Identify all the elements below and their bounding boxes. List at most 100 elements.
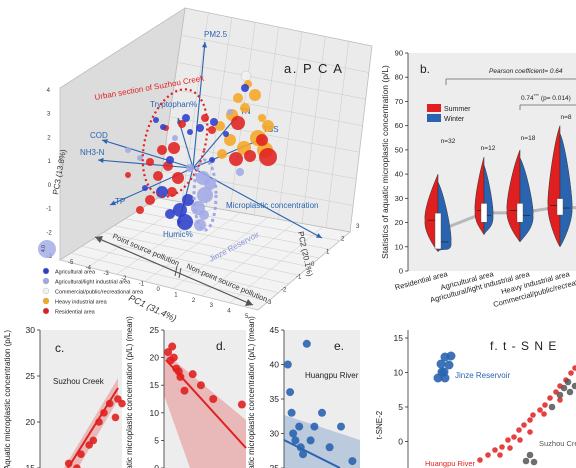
pca-grid-line <box>173 89 363 126</box>
pca-grid-line <box>103 232 299 276</box>
pca-grid-line <box>277 31 303 220</box>
pca-point <box>223 131 229 137</box>
suzhou-ellipse <box>141 88 209 198</box>
pca-grid-line <box>116 207 213 275</box>
pca-pc1-tick: 1 <box>174 292 178 298</box>
pca-point <box>172 135 178 141</box>
pca-panel-label: a. P C A <box>284 61 343 76</box>
pca-legend-marker <box>42 267 50 275</box>
pollution-arrow <box>94 236 254 306</box>
pca-point <box>229 152 243 166</box>
pca-point <box>210 118 218 126</box>
pca-grid-line <box>92 239 289 285</box>
pca-pc1-tick: -3 <box>103 271 109 277</box>
pca-point <box>231 116 245 130</box>
pca-pc3-tick: -1 <box>46 207 52 213</box>
pca-legend-marker <box>42 287 50 295</box>
pca-point <box>153 171 163 181</box>
pca-vector-label: COD <box>90 131 108 140</box>
pca-point <box>227 109 233 115</box>
pca-vector <box>101 139 194 169</box>
pca-point <box>146 158 154 166</box>
pca-point <box>125 147 131 153</box>
pca-point <box>136 206 144 214</box>
pca-vector-arrowhead <box>110 200 116 206</box>
pca-pc2-tick: 3 <box>356 224 360 230</box>
pca-pc3-tick: 4 <box>47 88 51 94</box>
pca-grid-line <box>301 36 326 224</box>
pca-point <box>187 129 193 135</box>
pca-vector <box>192 41 206 169</box>
pollution-arrowhead-right <box>245 299 253 306</box>
pca-point <box>178 120 186 128</box>
pca-point <box>199 210 209 220</box>
pca-grid-line <box>229 226 323 304</box>
pca-point <box>244 150 256 162</box>
pca-pc2-tick: 0 <box>311 262 315 268</box>
pca-pc2-tick: -2 <box>281 287 287 293</box>
pca-pc3-tick: 3 <box>47 112 51 118</box>
pca-point <box>262 120 274 132</box>
pca-point <box>258 114 266 122</box>
pollution-divider-a <box>174 265 178 277</box>
pca-point <box>153 117 159 123</box>
pca-point <box>217 149 227 159</box>
pca-vector-arrowhead <box>316 233 322 238</box>
pca-point <box>125 172 131 178</box>
pca-pc3-tick: 1 <box>48 159 52 165</box>
pca-grid-line <box>201 222 296 296</box>
pca-point <box>204 178 216 190</box>
pca-vector <box>192 114 239 169</box>
pca-pc1-tick: 5 <box>245 314 249 320</box>
pca-point <box>145 195 155 205</box>
pca-grid-line <box>229 22 256 211</box>
pca-legend-label: Commercial/public/recreational area <box>55 290 144 296</box>
pca-pc1-tick: 0 <box>157 287 161 293</box>
pca-grid-line <box>144 212 241 282</box>
pca-legend-label: Heavy industrial area <box>55 300 108 306</box>
pca-point <box>240 103 250 113</box>
pca-vector-label: NH3-N <box>80 148 105 157</box>
pca-point <box>201 114 209 122</box>
pca-point <box>160 124 166 130</box>
pca-vector-label: Microplastic concentration <box>226 201 318 210</box>
pca-pc1-tick: -4 <box>86 265 92 271</box>
pca-grid-line <box>161 170 354 206</box>
pca-point <box>233 93 243 103</box>
pca-point <box>182 114 190 122</box>
pca-legend-marker <box>42 297 50 305</box>
pca-grid-line <box>325 41 349 228</box>
jinze-ellipse <box>192 158 218 232</box>
pca-vector-arrowhead <box>102 139 108 145</box>
pca-point <box>166 156 174 164</box>
pca-point <box>194 219 206 231</box>
pca-pc1-tick: -5 <box>68 260 74 266</box>
pca-point <box>256 134 268 146</box>
pca-point <box>209 157 215 163</box>
pca-vector-label: Humic% <box>163 230 193 239</box>
pca-grid-line <box>181 34 369 73</box>
pca-point <box>197 187 213 203</box>
pca-point <box>182 194 194 206</box>
pca-pc1-tick: 4 <box>227 309 231 315</box>
pca-point <box>167 187 177 197</box>
pca-point <box>241 84 249 92</box>
pca-point <box>142 185 148 191</box>
pca-point <box>208 126 216 134</box>
pollution-arrowhead-left <box>95 236 103 243</box>
pca-point <box>137 155 143 161</box>
pca-vector-label: TP <box>115 197 125 206</box>
pca-pc2-tick: 1 <box>326 249 330 255</box>
pca-grid-line <box>70 252 269 302</box>
pca-point <box>249 89 261 101</box>
pca-vector-arrowhead <box>201 42 208 48</box>
pollution-divider-b <box>178 267 182 279</box>
pca-vector-label: PM2.5 <box>204 30 228 39</box>
pca-pc2-tick: -3 <box>266 300 272 306</box>
pca-pc3-tick: -2 <box>46 230 52 236</box>
pca-legend-label: Residential area <box>55 310 96 316</box>
pca-point <box>240 70 252 82</box>
pca-point <box>236 168 244 176</box>
pca-point <box>168 142 180 154</box>
